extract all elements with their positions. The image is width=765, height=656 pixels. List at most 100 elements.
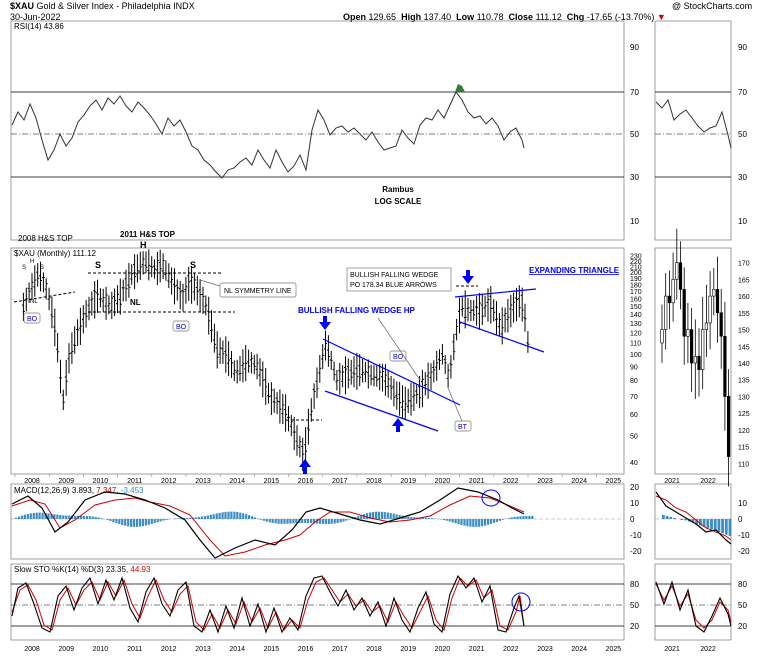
bo-label-2019: BO (393, 354, 404, 361)
rsi-zoom-tick-30: 30 (738, 173, 747, 182)
macd-hist-bar (522, 516, 525, 519)
macd-hist-bar (248, 515, 251, 519)
macd-hist-bar (165, 519, 168, 520)
macd-hist-bar (304, 519, 307, 523)
nl-symmetry-box (219, 282, 297, 298)
zoom-candle (701, 329, 705, 371)
macd-hist-bar (194, 517, 198, 519)
macd-tick-0: 0 (630, 515, 635, 524)
price-tick: 60 (630, 412, 638, 419)
macd-hist-bar (97, 517, 100, 519)
macd-hist-bar (112, 519, 115, 523)
macd-hist-bar (224, 511, 227, 519)
ohlc-chg-value: -17.65 (-13.70%) (586, 12, 655, 22)
zoom-price-bars (660, 228, 731, 487)
macd-hist-bar (374, 511, 378, 519)
year-label: 2024 (571, 478, 587, 485)
zoom-price-tick: 115 (738, 445, 749, 452)
macd-hist-bar (91, 516, 94, 519)
macd-zoom-bar (695, 519, 699, 525)
wedge-lower-line (324, 390, 439, 432)
year-label-bottom: 2022 (503, 646, 519, 653)
macd-hist-bar (469, 519, 472, 527)
rsi-zoom-frame (654, 20, 732, 241)
sto-circle (511, 592, 531, 612)
zoom-price-tick: 120 (738, 428, 750, 435)
zoom-candle (678, 262, 683, 290)
price-tick: 210 (630, 264, 642, 271)
zoom-candle (726, 396, 731, 457)
macd-hist-bar (289, 519, 292, 524)
ohlc-chg-label: Chg (566, 12, 585, 22)
year-label-bottom: 2019 (400, 646, 416, 653)
macd-hist-bar (386, 512, 389, 519)
macd-zoom-signal (655, 495, 732, 541)
year-label-bottom: 2023 (537, 646, 553, 653)
bt-label: BT (458, 424, 468, 431)
macd-hist-bar (212, 514, 215, 519)
macd-hist-bar (369, 512, 372, 519)
macd-hist-bar (245, 514, 248, 519)
macd-hist-bar (218, 512, 221, 519)
macd-hist-bar (507, 518, 510, 519)
macd-hist-bar (371, 512, 375, 519)
rsi-tick-10: 10 (630, 217, 639, 226)
price-tick: 230 (630, 254, 642, 261)
macd-hist-bar (516, 516, 519, 519)
macd-hist-bar (200, 516, 203, 519)
sto-value-1: 23.35, (106, 565, 128, 574)
year-label: 2013 (195, 478, 211, 485)
rsi-overbought-fill (455, 84, 465, 92)
zoom-price-tick: 110 (738, 461, 749, 468)
x-axis-price: 2008 2009 2010 2011 2012 2013 2014 2015 2016 2017… (14, 474, 716, 485)
macd-hist-bar (392, 513, 395, 519)
year-label: 2019 (400, 478, 416, 485)
macd-hist-bar (301, 519, 304, 523)
zoom-candle (682, 289, 686, 337)
zoom-candle (667, 295, 671, 304)
macd-hist-bar (41, 512, 44, 519)
macd-hist-bar (32, 512, 35, 519)
zoom-year-label: 2021 (664, 478, 680, 485)
price-tick: 90 (630, 364, 638, 371)
price-tick: 190 (630, 276, 642, 283)
exchange: INDX (173, 1, 195, 11)
macd-hist-bar (430, 518, 434, 519)
macd-hist-bar (17, 516, 21, 519)
macd-hist-bar (20, 515, 24, 519)
bullish-wedge-line2: PO 178.34 BLUE ARROWS (350, 282, 437, 289)
macd-label: MACD(12,26,9) (14, 486, 70, 495)
macd-hist-bar (466, 519, 469, 527)
macd-hist-bar (345, 519, 348, 521)
zoom-price-tick: 145 (738, 344, 750, 351)
macd-hist-bar (127, 519, 130, 527)
macd-hist-bar (115, 519, 118, 524)
macd-hist-bar (519, 516, 522, 519)
macd-hist-bar (65, 515, 68, 519)
macd-hist-bar (189, 517, 192, 519)
bullish-hp-callout (377, 317, 421, 381)
macd-hist-bar (442, 519, 445, 520)
macd-hist-bar (324, 519, 327, 524)
symbol: $XAU (10, 1, 35, 11)
macd-tick-neg10: -10 (630, 531, 642, 540)
sto-d-line (11, 577, 525, 632)
year-label-bottom: 2008 (24, 646, 40, 653)
year-label: 2020 (435, 478, 451, 485)
price-tick: 80 (630, 378, 638, 385)
bo-badge-2008 (23, 312, 41, 324)
zoom-year-label: 2022 (700, 478, 716, 485)
zoom-candle (693, 355, 697, 364)
label-head-2011: H (140, 240, 147, 250)
macd-hist-bar (451, 519, 454, 523)
rsi-tick-30: 30 (630, 173, 639, 182)
year-label-bottom: 2010 (93, 646, 109, 653)
macd-value-3: -3.453 (121, 486, 144, 495)
macd-zoom-bar (706, 519, 710, 529)
macd-hist-bar (183, 518, 186, 519)
macd-hist-bar (445, 519, 448, 521)
macd-hist-bar (398, 515, 401, 519)
ohlc-low-label: Low (456, 12, 475, 22)
ohlc-high-value: 137.40 (423, 12, 452, 22)
